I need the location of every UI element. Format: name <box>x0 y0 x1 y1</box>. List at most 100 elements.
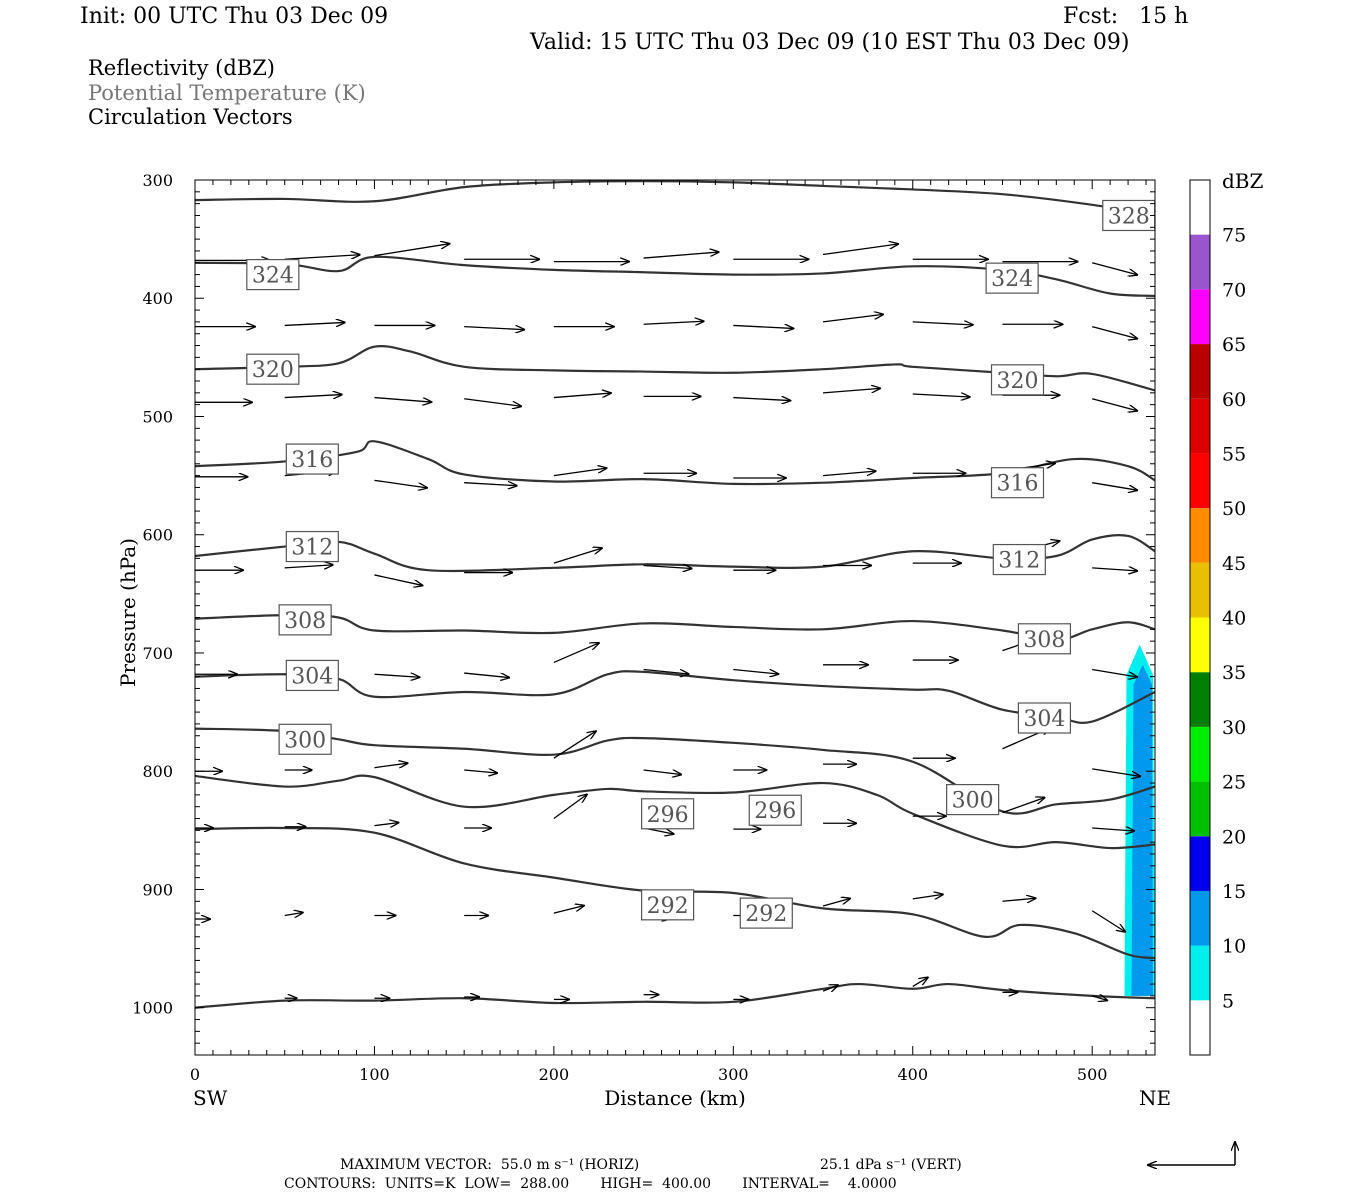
colorbar-label: 70 <box>1222 279 1246 301</box>
max-vector-horiz: MAXIMUM VECTOR: 55.0 m s⁻¹ (HORIZ) <box>340 1157 640 1173</box>
contour-info: CONTOURS: UNITS=K LOW= 288.00 HIGH= 400.… <box>284 1176 897 1192</box>
isentrope-line <box>194 534 1156 573</box>
isentrope-label-box <box>640 798 695 830</box>
colorbar-label: 35 <box>1222 662 1246 684</box>
isentrope-line <box>194 727 1156 815</box>
colorbar-label: 5 <box>1222 990 1234 1012</box>
colorbar-bin <box>1190 344 1210 399</box>
isentrope-label: 316 <box>291 448 333 473</box>
isentrope-label: 308 <box>1023 628 1065 653</box>
circulation-vector <box>284 255 360 260</box>
isentrope-layer <box>194 180 1156 1009</box>
isentrope-label-box <box>640 889 695 921</box>
circulation-vector <box>1092 828 1134 831</box>
x-tick-label: 300 <box>718 1065 749 1084</box>
circulation-vector <box>374 674 419 677</box>
circulation-vector <box>643 769 682 775</box>
colorbar-title: dBZ <box>1222 169 1264 193</box>
circulation-vector <box>284 322 345 325</box>
isentrope-label-box <box>1017 702 1072 734</box>
circulation-vector <box>1092 768 1140 777</box>
circulation-vector <box>1002 898 1035 901</box>
circulation-vector <box>822 314 883 323</box>
isentrope-label: 304 <box>1023 707 1065 732</box>
circulation-vector <box>553 643 599 664</box>
colorbar-outline <box>1189 179 1211 1056</box>
isentrope-line <box>194 613 1156 642</box>
circulation-vector <box>1092 996 1107 1001</box>
colorbar-label: 15 <box>1222 881 1246 903</box>
circulation-vector <box>374 574 422 586</box>
y-axis-label: Pressure (hPa) <box>116 538 140 687</box>
circulation-vector <box>1092 482 1137 491</box>
circulation-vector <box>822 471 876 477</box>
colorbar-bin <box>1190 398 1210 454</box>
y-tick-label: 400 <box>142 289 173 308</box>
colorbar-label: 60 <box>1222 389 1246 411</box>
vector-layer <box>195 244 1140 1001</box>
y-tick-label: 900 <box>142 880 173 899</box>
circulation-vector <box>553 468 607 477</box>
isentrope-label: 304 <box>291 664 333 689</box>
isentrope-label: 320 <box>997 369 1039 394</box>
isentrope-label-box <box>739 897 793 929</box>
y-tick-label: 500 <box>142 407 173 426</box>
isentrope-label: 300 <box>284 728 326 753</box>
reflectivity-10dbz-area <box>1131 664 1153 996</box>
circulation-vector <box>464 672 509 678</box>
circulation-vector <box>1092 262 1137 275</box>
isentrope-label: 308 <box>284 609 326 634</box>
isentrope-label: 320 <box>252 358 294 383</box>
x-tick-label: 100 <box>359 1065 390 1084</box>
circulation-vector <box>733 668 778 675</box>
axes-layer: 0 100 200 300 400 500 300 400 500 600 700 800 900 100… <box>116 171 1171 1110</box>
circulation-vector <box>464 327 524 330</box>
colorbar-bin <box>1190 453 1210 509</box>
y-tick-label: 600 <box>142 526 173 545</box>
isentrope-label: 312 <box>998 549 1040 574</box>
circulation-vector <box>553 795 587 820</box>
colorbar-label: 10 <box>1222 936 1246 958</box>
circulation-vector <box>643 321 704 324</box>
circulation-vector <box>1092 668 1137 678</box>
isentrope-label: 300 <box>952 789 994 814</box>
x-tick-label: 400 <box>897 1065 928 1084</box>
colorbar-bin <box>1190 672 1210 727</box>
circulation-vector <box>464 770 497 773</box>
isentrope-label: 312 <box>291 536 333 561</box>
circulation-vector <box>374 763 407 768</box>
isentrope-line <box>194 826 1156 960</box>
colorbar-label: 25 <box>1222 772 1246 794</box>
field-label-reflectivity: Reflectivity (dBZ) <box>88 56 276 80</box>
circulation-vector <box>733 325 793 328</box>
y-tick-label: 700 <box>142 644 173 663</box>
circulation-vector <box>374 823 398 826</box>
circulation-vector <box>1092 398 1137 411</box>
isentrope-label-box <box>990 467 1045 499</box>
sw-label: SW <box>193 1086 228 1110</box>
forecast-hour: Fcst: 15 h <box>1063 4 1189 29</box>
isentrope-line <box>194 670 1156 724</box>
isentrope-label-box <box>946 783 1000 816</box>
circulation-vector <box>822 388 880 394</box>
colorbar-bin <box>1190 945 1210 1001</box>
x-tick-label: 500 <box>1077 1065 1108 1084</box>
x-tick-label: 0 <box>190 1065 200 1084</box>
colorbar: 5 10 15 20 25 30 35 40 45 50 55 60 65 70 75 dBZ <box>1189 169 1264 1056</box>
circulation-vector <box>284 912 303 915</box>
colorbar-label: 20 <box>1222 826 1246 848</box>
isentrope-label-layer: 328 324 324 320 320 316 316 312 312 308 308 304 304 3… <box>246 199 1156 929</box>
circulation-vector <box>822 899 850 907</box>
y-tick-label: 300 <box>142 171 173 190</box>
isentrope-label-box <box>285 443 339 475</box>
y-tick-label: 800 <box>142 762 173 781</box>
isentrope-line <box>194 774 1156 850</box>
isentrope-label-box <box>990 364 1045 396</box>
circulation-vector <box>912 977 928 987</box>
colorbar-bin <box>1190 726 1210 782</box>
colorbar-bin <box>1190 781 1210 837</box>
circulation-vector <box>1002 798 1044 814</box>
isentrope-label: 296 <box>754 799 796 824</box>
circulation-vector <box>284 565 333 568</box>
